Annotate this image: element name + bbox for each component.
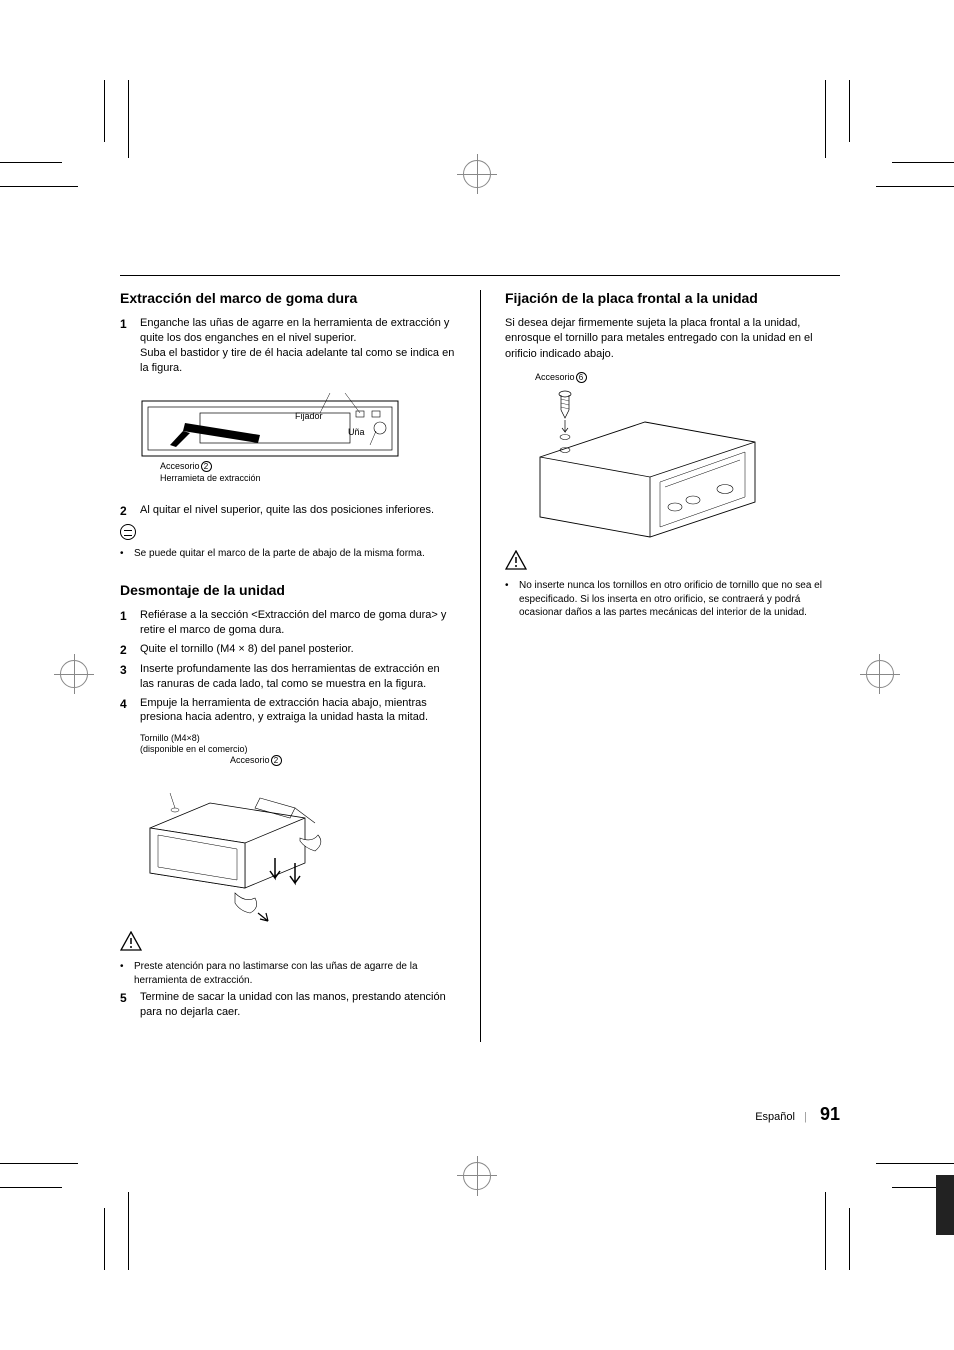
note-bullet: Se puede quitar el marco de la parte de … xyxy=(120,547,456,561)
fig-label-tornillo2: (disponible en el comercio) xyxy=(140,744,248,754)
figure2-svg xyxy=(140,763,340,923)
step-number: 2 xyxy=(120,503,134,519)
section-fijacion: Fijación de la placa frontal a la unidad… xyxy=(505,290,840,620)
registration-cross xyxy=(74,654,75,694)
footer-language: Español xyxy=(755,1111,795,1123)
step-number: 5 xyxy=(120,990,134,1020)
crop-mark xyxy=(128,80,129,158)
fig-label-accesorio: Accesorio2 xyxy=(160,461,212,472)
crop-mark xyxy=(892,162,954,163)
crop-mark xyxy=(0,186,78,187)
registration-cross xyxy=(879,654,880,694)
step-text: Termine de sacar la unidad con las manos… xyxy=(140,990,456,1020)
step-number: 4 xyxy=(120,696,134,726)
crop-mark xyxy=(825,80,826,158)
step-number: 1 xyxy=(120,608,134,638)
warning-icon xyxy=(120,931,142,951)
step-d5: 5 Termine de sacar la unidad con las man… xyxy=(120,990,456,1020)
crop-mark xyxy=(128,1192,129,1270)
fig-label-tornillo1: Tornillo (M4×8) xyxy=(140,733,200,743)
warning-text: Preste atención para no lastimarse con l… xyxy=(134,960,456,987)
step-d3: 3 Inserte profundamente las dos herramie… xyxy=(120,662,456,692)
step-d1: 1 Refiérase a la sección <Extracción del… xyxy=(120,608,456,638)
step-d2: 2 Quite el tornillo (M4 × 8) del panel p… xyxy=(120,642,456,658)
crop-mark xyxy=(825,1192,826,1270)
page-content: Extracción del marco de goma dura 1 Enga… xyxy=(120,250,840,1042)
heading-fijacion: Fijación de la placa frontal a la unidad xyxy=(505,290,840,306)
right-column: Fijación de la placa frontal a la unidad… xyxy=(480,290,840,1042)
heading-desmontaje: Desmontaje de la unidad xyxy=(120,582,456,598)
scan-edge xyxy=(936,1175,954,1235)
step-d4: 4 Empuje la herramienta de extracción ha… xyxy=(120,696,456,726)
warning-bullet-right: No inserte nunca los tornillos en otro o… xyxy=(505,579,840,620)
footer-separator: | xyxy=(804,1111,807,1123)
fig-label-una: Uña xyxy=(348,427,365,437)
body-fijacion: Si desea dejar firmemente sujeta la plac… xyxy=(505,316,840,362)
step-text: Empuje la herramienta de extracción haci… xyxy=(140,696,456,726)
step-1: 1 Enganche las uñas de agarre en la herr… xyxy=(120,316,456,375)
crop-mark xyxy=(0,162,62,163)
page-number: 91 xyxy=(820,1104,840,1124)
crop-mark xyxy=(104,1208,105,1270)
registration-cross xyxy=(860,674,900,675)
left-column: Extracción del marco de goma dura 1 Enga… xyxy=(120,290,480,1042)
warning-bullet: Preste atención para no lastimarse con l… xyxy=(120,960,456,987)
registration-cross xyxy=(477,1156,478,1196)
step-text: Inserte profundamente las dos herramient… xyxy=(140,662,456,692)
crop-mark xyxy=(876,1163,954,1164)
figure-desmontaje: Tornillo (M4×8) (disponible en el comerc… xyxy=(140,733,340,923)
crop-mark xyxy=(0,1163,78,1164)
figure-extraccion: Fijador Uña Accesorio2 Herramieta de ext… xyxy=(140,383,400,483)
step-number: 2 xyxy=(120,642,134,658)
warning-icon xyxy=(505,550,527,570)
figure-fijacion: Accesorio6 xyxy=(525,372,765,542)
crop-mark xyxy=(876,186,954,187)
step-number: 3 xyxy=(120,662,134,692)
registration-cross xyxy=(477,154,478,194)
section-extraccion: Extracción del marco de goma dura 1 Enga… xyxy=(120,290,456,560)
note-icon xyxy=(120,524,136,540)
section-desmontaje: Desmontaje de la unidad 1 Refiérase a la… xyxy=(120,582,456,1020)
step-number: 1 xyxy=(120,316,134,375)
crop-mark xyxy=(849,1208,850,1270)
note-text: Se puede quitar el marco de la parte de … xyxy=(134,547,425,561)
crop-mark xyxy=(104,80,105,142)
step-2: 2 Al quitar el nivel superior, quite las… xyxy=(120,503,456,519)
warning-text-right: No inserte nunca los tornillos en otro o… xyxy=(519,579,840,620)
step-text: Enganche las uñas de agarre en la herram… xyxy=(140,316,456,375)
fig-label-fijador: Fijador xyxy=(295,411,323,421)
step-text: Refiérase a la sección <Extracción del m… xyxy=(140,608,456,638)
figure3-svg xyxy=(525,382,765,542)
step-text: Al quitar el nivel superior, quite las d… xyxy=(140,503,456,519)
crop-mark xyxy=(0,1187,62,1188)
figure-svg xyxy=(140,383,400,463)
page-footer: Español | 91 xyxy=(120,1104,840,1125)
step-text: Quite el tornillo (M4 × 8) del panel pos… xyxy=(140,642,456,658)
heading-extraccion: Extracción del marco de goma dura xyxy=(120,290,456,306)
fig-label-herramienta: Herramieta de extracción xyxy=(160,473,261,483)
crop-mark xyxy=(849,80,850,142)
